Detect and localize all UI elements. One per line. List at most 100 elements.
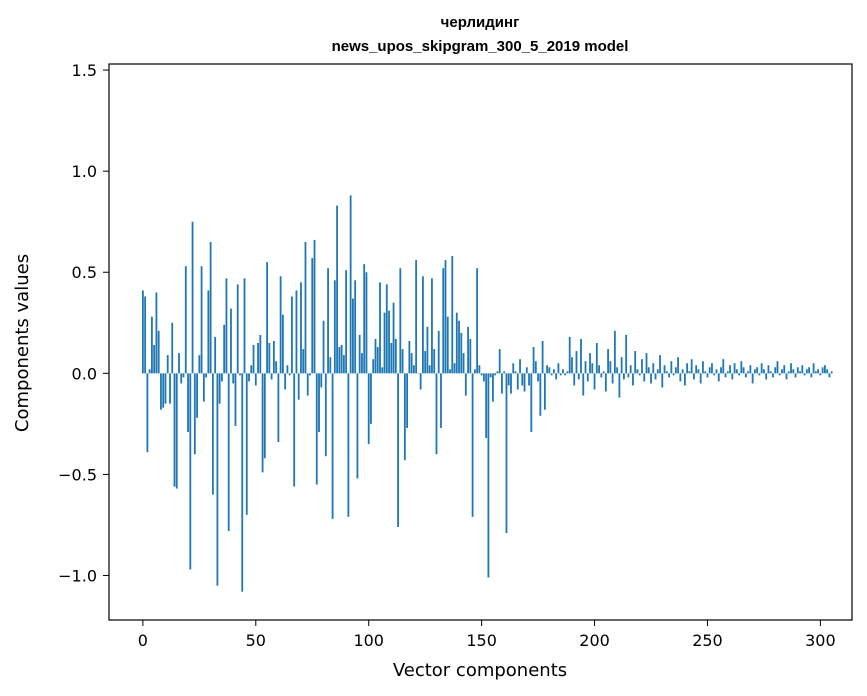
x-tick-label: 150: [466, 631, 497, 650]
x-axis-ticks: 0 50 100 150 200 250 300: [138, 620, 836, 650]
bar: [516, 373, 519, 390]
bar: [268, 343, 271, 374]
bar: [600, 373, 603, 378]
bar: [543, 373, 546, 410]
bar: [785, 373, 788, 380]
bar: [444, 260, 447, 374]
bar: [478, 365, 481, 374]
bar: [144, 296, 147, 374]
bar: [236, 284, 239, 374]
bar: [315, 373, 318, 485]
bar: [828, 373, 831, 378]
bar: [187, 373, 189, 432]
bar: [810, 373, 813, 378]
bar: [462, 353, 465, 374]
bar: [492, 373, 494, 402]
bar: [151, 316, 153, 374]
bar: [270, 373, 273, 380]
bar: [300, 282, 302, 374]
bar: [451, 256, 454, 374]
bar: [711, 363, 713, 374]
bar: [503, 371, 506, 374]
bar: [753, 369, 756, 374]
bar: [805, 369, 808, 374]
bar: [189, 373, 192, 570]
bar: [336, 205, 338, 374]
x-tick-label: 250: [692, 631, 723, 650]
bar: [659, 355, 661, 374]
bar: [589, 353, 591, 374]
bar: [541, 340, 544, 374]
bar: [525, 367, 528, 374]
x-tick-label: 200: [579, 631, 610, 650]
bar: [663, 365, 666, 374]
bar: [528, 373, 530, 386]
chart-subtitle: news_upos_skipgram_300_5_2019 model: [332, 38, 629, 55]
bar: [162, 373, 165, 408]
bar: [742, 367, 745, 374]
bar: [193, 373, 196, 455]
bar: [241, 373, 244, 592]
bar: [749, 365, 752, 374]
bar: [419, 373, 422, 390]
bar: [523, 373, 526, 392]
bar: [494, 373, 497, 376]
bar: [259, 334, 262, 374]
bar: [245, 373, 248, 515]
bar: [652, 363, 655, 374]
bar: [686, 363, 689, 374]
bar: [293, 373, 296, 487]
bar: [821, 367, 824, 374]
bar: [548, 367, 551, 374]
bar: [243, 278, 246, 374]
bar: [458, 320, 460, 374]
bar: [763, 369, 765, 374]
bar: [250, 365, 253, 374]
bar: [209, 241, 212, 374]
bar: [699, 373, 702, 384]
bar: [510, 373, 512, 394]
bar: [643, 373, 646, 382]
bar: [629, 365, 632, 374]
bar: [148, 369, 151, 374]
bar: [613, 330, 616, 374]
bar: [191, 221, 194, 374]
bar: [352, 298, 354, 374]
y-tick-label: 0.0: [72, 364, 97, 383]
bar: [433, 349, 436, 374]
bar: [534, 361, 537, 374]
bar: [546, 365, 549, 374]
bar: [173, 373, 176, 487]
bar: [747, 371, 750, 374]
bar: [331, 373, 334, 519]
bar: [175, 373, 178, 489]
bar: [225, 278, 228, 374]
bar: [146, 373, 149, 453]
bar: [679, 373, 682, 382]
bar: [537, 373, 539, 382]
bar-series: [141, 195, 833, 592]
bar: [751, 373, 754, 384]
bar: [794, 373, 797, 378]
bar: [442, 268, 445, 374]
bar: [627, 373, 630, 378]
bar: [776, 361, 779, 374]
x-tick-label: 50: [246, 631, 266, 650]
bar: [223, 324, 226, 374]
bar: [214, 336, 217, 374]
bar: [514, 371, 517, 374]
bar: [623, 373, 625, 380]
bar: [178, 353, 180, 374]
bar: [361, 353, 363, 374]
bar: [171, 322, 174, 374]
bar: [397, 373, 399, 527]
bar: [656, 369, 659, 374]
bar: [783, 365, 786, 374]
y-tick-label: 0.5: [72, 263, 97, 282]
bar: [670, 361, 673, 374]
bar: [519, 359, 521, 374]
plot-frame: [108, 63, 853, 621]
bar: [476, 268, 479, 374]
bar: [218, 373, 221, 404]
bar: [774, 367, 777, 374]
